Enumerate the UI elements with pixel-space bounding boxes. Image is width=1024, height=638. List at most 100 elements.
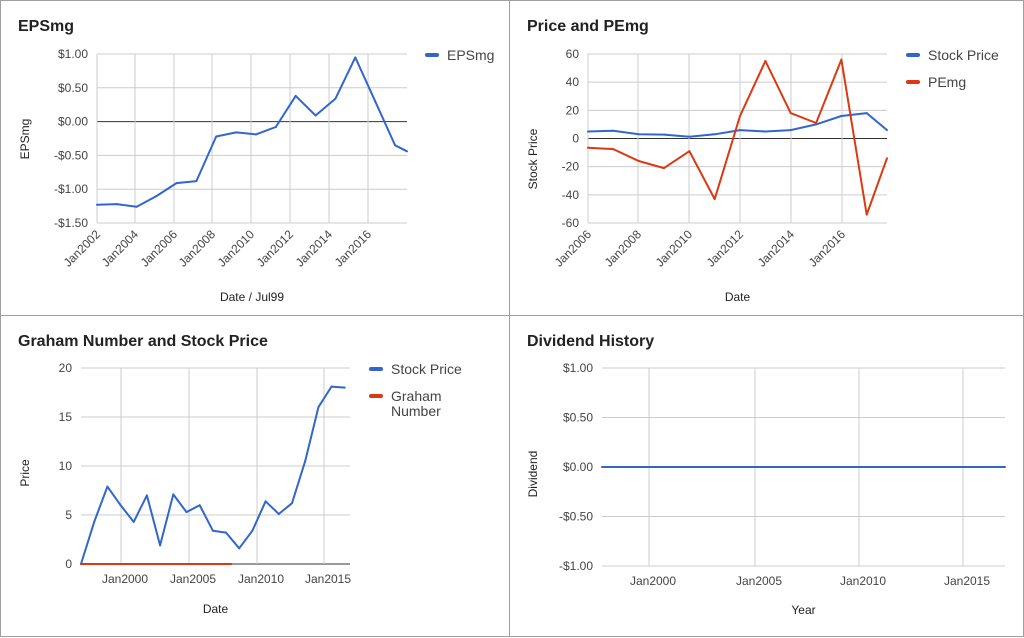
y-tick-label: -$1.50 <box>54 216 88 230</box>
legend-label: EPSmg <box>447 47 494 63</box>
x-tick-label: Jan2010 <box>653 227 696 270</box>
y-tick-label: $0.00 <box>58 115 88 129</box>
data-point <box>225 531 228 534</box>
x-tick-label: Jan2008 <box>176 227 219 270</box>
y-tick-label: $1.00 <box>563 361 593 375</box>
data-point <box>211 529 214 532</box>
data-point <box>145 494 148 497</box>
dividend-chart: $1.00 $0.50 $0.00 -$0.50 -$1.00 Jan2000 Jan200… <box>526 361 1006 617</box>
y-tick-label: 0 <box>572 132 579 146</box>
data-point <box>254 133 257 136</box>
data-point <box>334 97 337 100</box>
y-tick-label: 10 <box>59 459 73 473</box>
chart-title: Price and PEmg <box>527 18 649 35</box>
x-axis-label: Date / Jul99 <box>220 290 284 304</box>
y-tick-label: -$0.50 <box>54 148 88 162</box>
data-point <box>230 563 233 565</box>
data-point <box>155 194 158 197</box>
y-tick-label: -40 <box>562 188 580 202</box>
data-point <box>106 485 109 488</box>
data-point <box>317 406 320 409</box>
x-tick-label: Jan2012 <box>254 227 297 270</box>
data-point <box>886 129 888 132</box>
x-axis-label: Year <box>791 603 815 617</box>
chart-title: Dividend History <box>527 333 655 350</box>
data-point <box>198 504 201 507</box>
y-axis-label: Dividend <box>526 451 540 498</box>
y-tick-label: 60 <box>566 47 580 61</box>
chart-title: EPSmg <box>18 18 75 35</box>
data-point <box>115 203 118 206</box>
data-point <box>587 146 589 149</box>
legend-label: Stock Price <box>928 47 999 63</box>
data-point <box>1004 466 1006 468</box>
y-tick-label: -$1.00 <box>559 559 593 573</box>
legend-label: Stock Price <box>391 361 462 377</box>
y-tick-label: -60 <box>562 216 580 230</box>
data-point <box>713 133 716 136</box>
y-axis-label: EPSmg <box>18 119 32 160</box>
data-point <box>789 112 792 115</box>
x-tick-label: Jan2015 <box>305 572 351 586</box>
x-tick-label: Jan2014 <box>293 227 336 270</box>
data-point <box>688 150 691 153</box>
x-tick-label: Jan2016 <box>332 227 375 270</box>
x-axis-label: Date <box>725 290 751 304</box>
data-point <box>374 100 377 103</box>
y-tick-label: -$1.00 <box>54 182 88 196</box>
data-point <box>93 520 96 523</box>
y-tick-label: -20 <box>562 160 580 174</box>
x-tick-label: Jan2010 <box>238 572 284 586</box>
x-tick-label: Jan2010 <box>215 227 258 270</box>
data-point <box>343 386 346 389</box>
data-point <box>251 529 254 532</box>
data-point <box>587 130 589 133</box>
data-point <box>865 112 868 115</box>
data-point <box>294 94 297 97</box>
data-point <box>119 504 122 507</box>
data-point <box>175 182 178 185</box>
series-line <box>96 56 408 208</box>
y-axis-label: Stock Price <box>526 128 540 189</box>
x-tick-label: Jan2004 <box>99 227 142 270</box>
data-point <box>764 130 767 133</box>
data-point <box>739 114 742 117</box>
data-point <box>96 203 98 206</box>
y-tick-label: 20 <box>59 361 73 375</box>
x-tick-label: Jan2014 <box>755 227 798 270</box>
x-tick-label: Jan2006 <box>138 227 181 270</box>
data-point <box>886 157 888 160</box>
data-point <box>185 511 188 514</box>
data-point <box>815 122 818 125</box>
dividend-chart-panel: Dividend History $1.00 $0.50 $0.00 -$0.50 -$… <box>509 315 1024 637</box>
data-point <box>840 114 843 117</box>
data-point <box>304 460 307 463</box>
y-tick-label: 5 <box>65 508 72 522</box>
data-point <box>195 180 198 183</box>
data-point <box>663 167 666 170</box>
legend-label: Graham Number <box>391 388 442 419</box>
x-tick-label: Jan2000 <box>630 574 676 588</box>
data-point <box>840 58 843 61</box>
x-tick-label: Jan2015 <box>944 574 990 588</box>
data-point <box>815 123 818 126</box>
y-tick-label: 20 <box>566 103 580 117</box>
legend-label: PEmg <box>928 74 966 90</box>
y-axis-label: Price <box>18 459 32 487</box>
data-point <box>290 502 293 505</box>
data-point <box>330 385 333 388</box>
data-point <box>764 60 767 63</box>
y-tick-label: $0.50 <box>563 411 593 425</box>
x-tick-label: Jan2005 <box>736 574 782 588</box>
x-tick-label: Jan2008 <box>602 227 645 270</box>
data-point <box>789 129 792 132</box>
x-tick-label: Jan2000 <box>102 572 148 586</box>
data-point <box>637 133 640 136</box>
x-tick-label: Jan2002 <box>61 227 104 270</box>
chart-title: Graham Number and Stock Price <box>18 333 268 350</box>
data-point <box>354 56 357 59</box>
x-tick-label: Jan2005 <box>170 572 216 586</box>
data-point <box>264 500 267 503</box>
data-point <box>172 493 175 496</box>
